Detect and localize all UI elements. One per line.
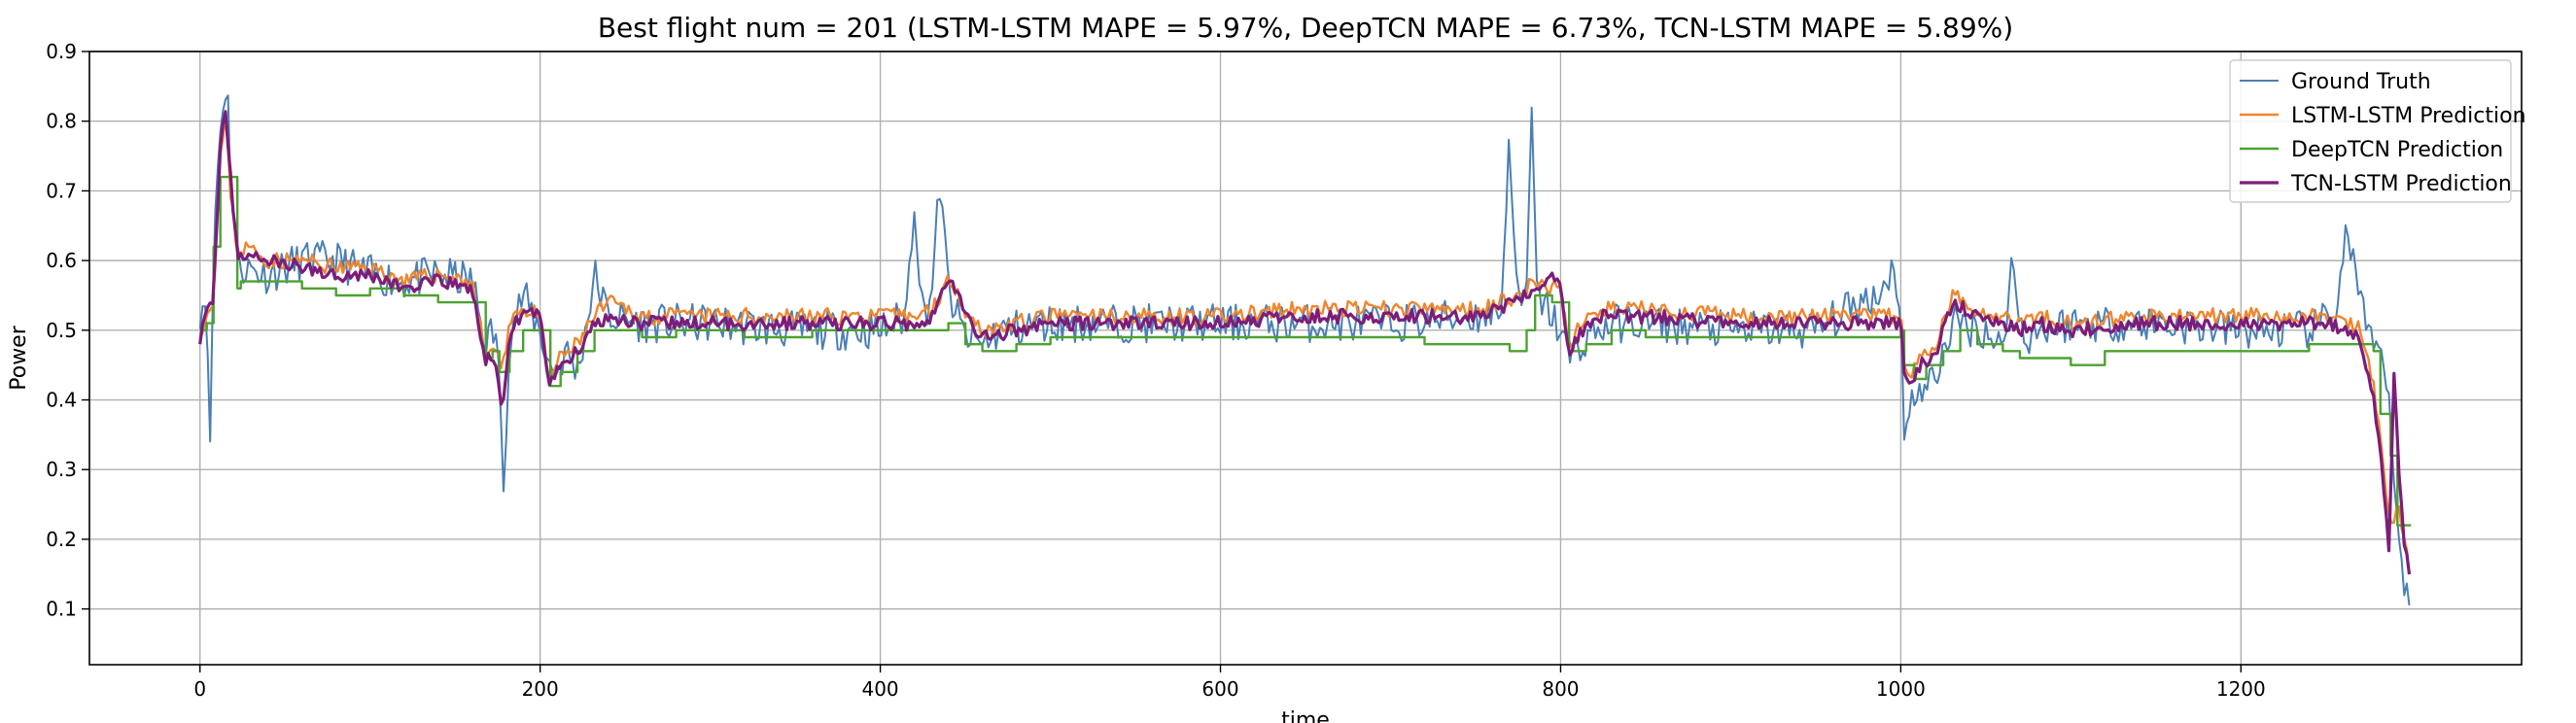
x-axis-label: time: [1281, 708, 1330, 723]
x-tick-label: 1200: [2216, 677, 2266, 701]
legend-label: LSTM-LSTM Prediction: [2291, 104, 2526, 128]
y-tick-label: 0.4: [46, 389, 77, 412]
y-axis-label: Power: [7, 325, 31, 390]
series-line-3: [199, 175, 2412, 527]
legend-label: TCN-LSTM Prediction: [2290, 172, 2512, 196]
y-tick-label: 0.1: [46, 598, 77, 621]
x-tick-label: 600: [1201, 677, 1238, 701]
legend-label: Ground Truth: [2291, 70, 2431, 94]
y-tick-label: 0.6: [46, 249, 77, 272]
x-tick-label: 400: [861, 677, 898, 701]
y-tick-label: 0.2: [46, 528, 77, 551]
y-tick-label: 0.9: [46, 40, 77, 63]
series-line-2: [198, 115, 2411, 573]
x-tick-label: 1000: [1876, 677, 1926, 701]
grid: [89, 51, 2522, 665]
legend-box: [2229, 59, 2512, 203]
series-layer: [198, 94, 2412, 606]
x-tick-label: 800: [1542, 677, 1579, 701]
legend: Ground Truth LSTM-LSTM Prediction DeepTCN …: [2229, 59, 2526, 203]
ticks: 0 200 400 600 800 1000 1200 0.1 0.2 0.3 0.4 0.5 0.6 0…: [46, 40, 2266, 701]
series-line-1: [198, 94, 2411, 606]
chart-title: Best flight num = 201 (LSTM-LSTM MAPE = …: [598, 12, 2013, 44]
series-line-4: [198, 110, 2412, 575]
plot-frame: [88, 51, 2523, 666]
y-tick-label: 0.3: [46, 458, 77, 481]
y-tick-label: 0.8: [46, 110, 77, 133]
x-tick-label: 0: [193, 677, 206, 701]
x-tick-label: 200: [522, 677, 559, 701]
y-tick-label: 0.7: [46, 179, 77, 202]
y-tick-label: 0.5: [46, 319, 77, 342]
legend-label: DeepTCN Prediction: [2291, 138, 2503, 162]
